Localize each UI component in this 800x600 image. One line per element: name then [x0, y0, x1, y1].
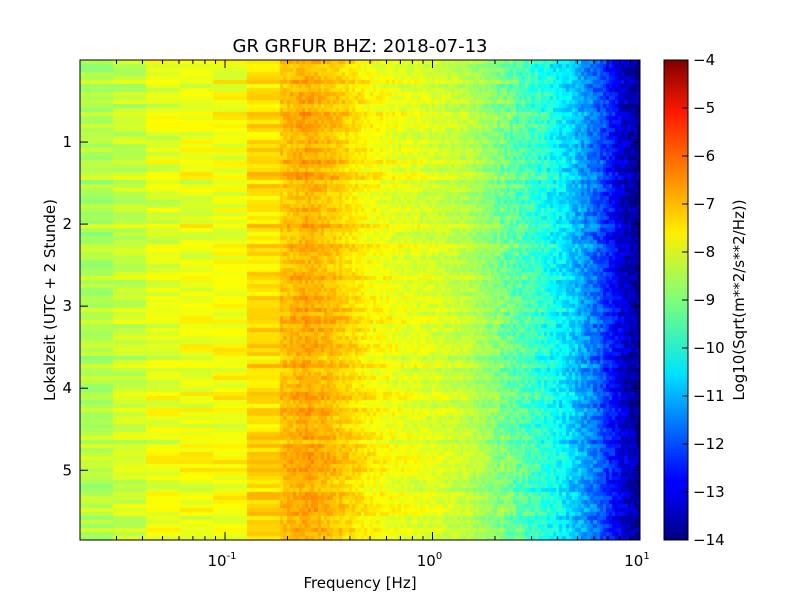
colorbar-tick-label: −14 — [693, 531, 725, 549]
colorbar-tick-label: −12 — [693, 435, 725, 453]
colorbar-axis: −4 −5 −6 −7 −8 −9 −10 −11 −12 −13 −14 — [682, 51, 725, 549]
spectrogram-heatmap — [80, 60, 640, 540]
colorbar-tick-label: −13 — [693, 483, 725, 501]
y-tick-label: 3 — [62, 297, 72, 315]
x-tick-exponent: -1 — [227, 551, 237, 562]
colorbar-tick-label: −11 — [693, 387, 725, 405]
colorbar-tick-label: −5 — [693, 99, 715, 117]
chart-title: GR GRFUR BHZ: 2018-07-13 — [233, 36, 488, 57]
colorbar-tick-label: −7 — [693, 195, 715, 213]
y-tick-label: 4 — [62, 379, 72, 397]
plot-frame — [79, 59, 641, 541]
colorbar-tick-label: −6 — [693, 147, 715, 165]
x-axis-label: Frequency [Hz] — [303, 574, 416, 592]
colorbar-tick-label: −10 — [693, 339, 725, 357]
x-tick-label: 101 — [624, 551, 649, 570]
colorbar-tick-label: −4 — [693, 51, 715, 69]
x-tick-exponent: 0 — [436, 551, 442, 562]
heatmap-image — [80, 60, 640, 540]
colorbar-tick-label: −9 — [693, 291, 715, 309]
y-tick-label: 5 — [62, 461, 72, 479]
colorbar-label: Log10(Sqrt(m**2/s**2/Hz)) — [730, 199, 748, 400]
x-tick-exponent: 1 — [643, 551, 649, 562]
y-axis-label: Lokalzeit (UTC + 2 Stunde) — [41, 199, 59, 401]
x-tick-label: 10-1 — [207, 551, 236, 570]
colorbar-tick-label: −8 — [693, 243, 715, 261]
x-tick-label: 100 — [417, 551, 442, 570]
y-tick-label: 1 — [62, 133, 72, 151]
y-tick-label: 2 — [62, 215, 72, 233]
y-axis: 1 2 3 4 5 — [62, 133, 640, 479]
